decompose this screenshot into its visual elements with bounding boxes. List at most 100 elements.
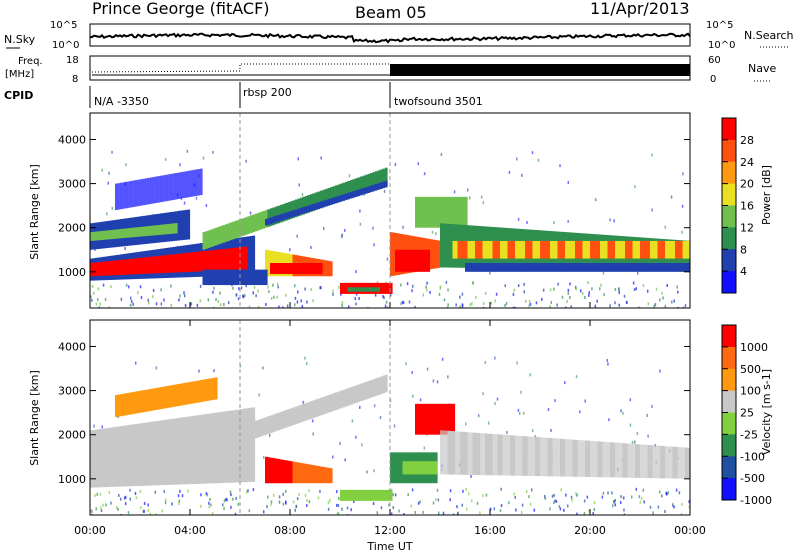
scatter-cell [462, 489, 464, 493]
data-cell [450, 224, 453, 268]
scatter-cell [565, 493, 567, 497]
data-cell [210, 229, 213, 248]
scatter-cell [319, 489, 321, 493]
data-cell [262, 210, 266, 229]
data-cell [110, 260, 113, 276]
scatter-cell [525, 490, 528, 494]
data-cell [367, 489, 371, 501]
scatter-cell [255, 294, 257, 298]
data-cell [675, 240, 678, 259]
data-cell [237, 409, 241, 483]
data-cell [122, 228, 126, 239]
data-cell [477, 240, 481, 259]
scatter-cell [359, 222, 362, 226]
data-cell [487, 240, 491, 259]
data-cell [555, 263, 558, 272]
data-cell [437, 196, 441, 228]
data-cell [100, 231, 103, 241]
data-cell [145, 422, 148, 486]
scatter-cell [160, 288, 162, 292]
data-cell [95, 262, 98, 277]
scatter-cell [235, 293, 238, 297]
scatter-cell [294, 508, 296, 512]
data-cell [382, 168, 386, 187]
scatter-cell [199, 299, 202, 303]
scatter-cell [265, 302, 267, 306]
scatter-cell [164, 501, 167, 505]
colorbar-segment [722, 271, 736, 294]
scatter-cell [179, 163, 181, 167]
data-cell [600, 441, 603, 478]
scatter-cell [613, 499, 616, 503]
scatter-cell [547, 408, 550, 412]
data-cell [620, 443, 623, 478]
data-cell [370, 173, 373, 191]
scatter-cell [496, 397, 499, 401]
data-cell [390, 282, 393, 294]
scatter-cell [426, 367, 429, 371]
data-cell [127, 392, 131, 415]
data-cell [120, 426, 123, 487]
scatter-cell [386, 257, 389, 261]
data-cell [465, 240, 468, 259]
data-cell [322, 259, 326, 277]
scatter-cell [664, 510, 666, 514]
scatter-cell [629, 398, 632, 402]
data-cell [577, 440, 581, 477]
data-cell [140, 257, 143, 275]
scatter-cell [534, 435, 537, 439]
data-cell [612, 240, 616, 259]
data-cell [250, 269, 253, 286]
scatter-cell [583, 499, 586, 503]
data-cell [185, 171, 188, 198]
data-cell [95, 429, 98, 488]
scatter-cell [284, 489, 287, 493]
data-cell [560, 263, 563, 272]
data-cell [135, 423, 138, 487]
scatter-cell [649, 505, 652, 509]
scatter-cell [553, 493, 555, 497]
data-cell [90, 263, 93, 277]
colorbar-segment [722, 118, 736, 141]
data-cell [292, 200, 296, 218]
data-cell [302, 403, 306, 422]
data-cell [565, 263, 568, 272]
scatter-cell [470, 499, 473, 503]
data-cell [235, 269, 238, 286]
data-cell [582, 263, 586, 272]
data-cell [645, 444, 648, 479]
scatter-cell [367, 306, 369, 308]
data-cell [672, 446, 676, 479]
scatter-cell [140, 506, 142, 510]
scatter-cell [543, 494, 546, 498]
scatter-cell [640, 497, 643, 501]
scatter-cell [147, 298, 149, 302]
data-cell [270, 263, 273, 275]
scatter-cell [567, 180, 570, 184]
colorbar-tick-label: -500 [740, 472, 765, 485]
data-cell [322, 466, 326, 484]
data-cell [365, 489, 368, 501]
scatter-cell [184, 303, 187, 307]
data-cell [495, 434, 498, 476]
scatter-cell [338, 285, 340, 289]
data-cell [132, 391, 136, 414]
scatter-cell [294, 296, 297, 300]
scatter-cell [273, 295, 275, 299]
data-cell [162, 224, 166, 235]
scatter-cell [635, 287, 638, 291]
noise-left-tick-bottom: 10^0 [52, 40, 79, 51]
data-cell [632, 443, 636, 478]
data-cell [270, 217, 273, 224]
scatter-cell [110, 501, 112, 505]
data-cell [135, 227, 138, 237]
data-cell [502, 263, 506, 272]
data-cell [667, 446, 671, 479]
scatter-cell [355, 302, 357, 306]
data-cell [517, 435, 521, 476]
scatter-cell [477, 414, 480, 418]
scatter-cell [336, 503, 338, 507]
scatter-cell [564, 306, 567, 308]
data-cell [367, 173, 371, 192]
data-cell [102, 230, 106, 240]
